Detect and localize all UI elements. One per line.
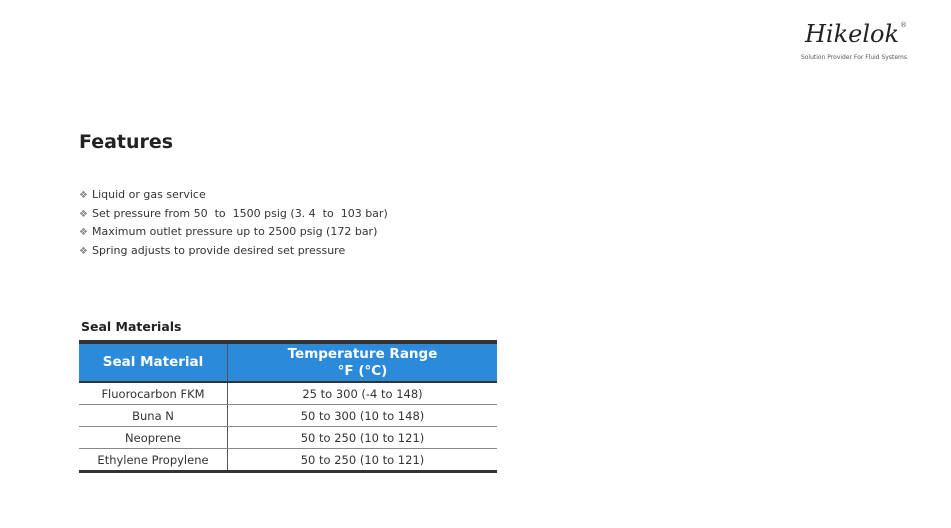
list-item: ❖ Maximum outlet pressure up to 2500 psig… <box>79 225 378 239</box>
table-row: Buna N 50 to 300 (10 to 148) <box>79 404 497 427</box>
registered-mark: ® <box>900 21 907 29</box>
table-row: Ethylene Propylene 50 to 250 (10 to 121) <box>79 448 497 473</box>
cell-temperature: 50 to 250 (10 to 121) <box>227 448 497 473</box>
cell-material: Ethylene Propylene <box>79 448 228 473</box>
logo-wordmark-line: Hikelok® <box>801 20 907 51</box>
cell-material: Fluorocarbon FKM <box>79 382 228 405</box>
diamond-bullet-icon: ❖ <box>79 208 88 220</box>
diamond-bullet-icon: ❖ <box>79 245 88 257</box>
cell-temperature: 50 to 250 (10 to 121) <box>227 426 497 449</box>
features-title: Features <box>79 131 174 153</box>
diamond-bullet-icon: ❖ <box>79 227 88 239</box>
cell-material: Neoprene <box>79 426 228 449</box>
hikelok-logo: Hikelok® Solution Provider For Fluid Sys… <box>801 20 907 62</box>
diamond-bullet-icon: ❖ <box>79 190 88 201</box>
table-row: Fluorocarbon FKM 25 to 300 (-4 to 148) <box>79 382 497 405</box>
logo-tagline: Solution Provider For Fluid Systems <box>800 54 907 61</box>
list-item: ❖ Liquid or gas service <box>79 188 206 201</box>
logo-wordmark: Hikelok <box>804 20 899 48</box>
cell-temperature: 25 to 300 (-4 to 148) <box>227 382 497 405</box>
features-list: ❖ Liquid or gas service ❖ Set pressure fro… <box>79 186 388 260</box>
column-header-temperature-range: Temperature Range °F (°C) <box>227 342 497 383</box>
table-header-row: Seal Material Temperature Range °F (°C) <box>79 342 497 383</box>
cell-temperature: 50 to 300 (10 to 148) <box>227 404 497 427</box>
cell-material: Buna N <box>79 404 228 427</box>
seal-materials-table: Seal Material Temperature Range °F (°C) F… <box>79 340 497 473</box>
column-header-seal-material: Seal Material <box>79 342 228 383</box>
table-row: Neoprene 50 to 250 (10 to 121) <box>79 426 497 449</box>
list-item: ❖ Set pressure from 50 to 1500 psig (3. 4… <box>79 206 388 220</box>
seal-materials-title: Seal Materials <box>81 319 182 334</box>
list-item: ❖ Spring adjusts to provide desired set p… <box>79 243 346 257</box>
